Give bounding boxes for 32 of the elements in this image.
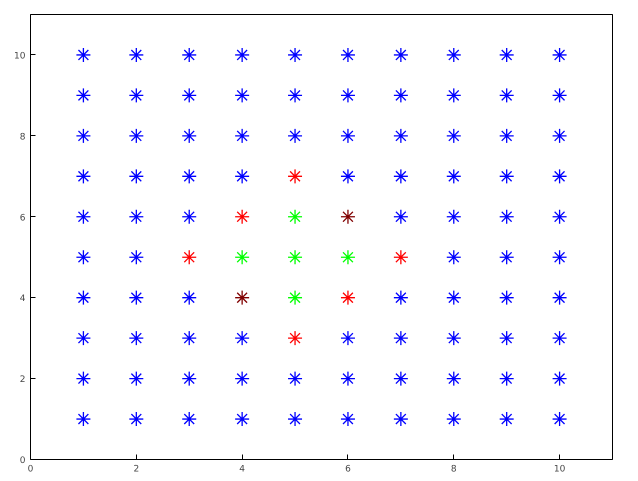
y-tick-label: 8: [20, 132, 26, 142]
x-tick-label: 0: [28, 464, 34, 474]
x-tick-label: 10: [554, 464, 566, 474]
x-tick-label: 8: [450, 464, 457, 474]
y-tick-label: 10: [14, 51, 26, 62]
point: [287, 168, 303, 184]
point: [340, 209, 356, 224]
point: [340, 290, 356, 306]
point: [287, 290, 303, 306]
point: [287, 330, 303, 346]
point: [499, 88, 514, 104]
x-tick-label: 2: [133, 464, 140, 474]
point: [182, 250, 197, 265]
point: [393, 250, 409, 265]
point: [393, 168, 409, 184]
y-tick-label: 4: [20, 294, 26, 304]
x-tick-label: 6: [345, 464, 352, 474]
point: [234, 290, 250, 306]
y-tick-label: 6: [20, 213, 26, 224]
point: [234, 209, 250, 224]
y-tick-label: 2: [20, 375, 26, 386]
point: [287, 209, 303, 224]
point: [182, 330, 197, 346]
x-tick-label: 4: [239, 464, 246, 474]
point: [234, 250, 250, 265]
point: [287, 250, 303, 265]
point: [76, 411, 92, 427]
point: [128, 370, 144, 386]
y-tick-label: 0: [20, 456, 26, 466]
point: [340, 250, 356, 265]
point: [552, 47, 568, 63]
point: [446, 128, 462, 144]
